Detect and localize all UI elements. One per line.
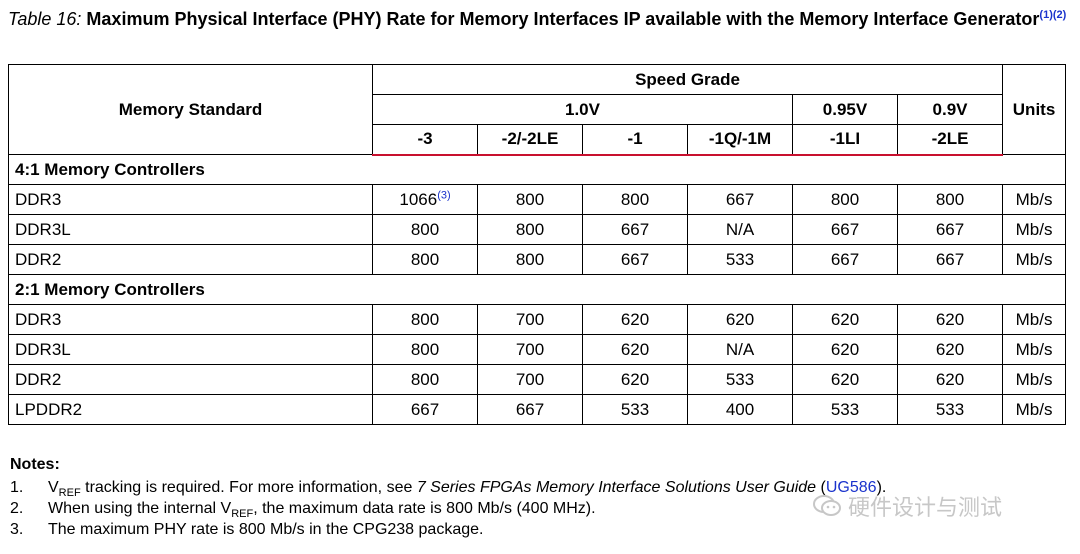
- cell-unit: Mb/s: [1002, 244, 1067, 275]
- cell-standard: DDR3L: [8, 334, 373, 365]
- cell-value: 667: [582, 244, 688, 275]
- cell-value: 533: [687, 364, 793, 395]
- cell-value: 620: [896, 364, 1004, 395]
- cell-value: 620: [792, 334, 898, 365]
- cell-value: 667: [687, 184, 793, 215]
- note-1: 1. VREF tracking is required. For more i…: [10, 479, 887, 500]
- header-voltage-1-0: 1.0V: [372, 94, 793, 125]
- table-row: DDR2 800 700 620 533 620 620 Mb/s: [8, 364, 1067, 395]
- header-grade: -2LE: [896, 124, 1004, 156]
- cell-standard: DDR3: [8, 184, 373, 215]
- header-grade: -1LI: [792, 124, 898, 156]
- cell-unit: Mb/s: [1002, 214, 1067, 245]
- cell-value: N/A: [687, 214, 793, 245]
- header-grade: -1: [582, 124, 688, 156]
- cell-value: 620: [582, 304, 688, 335]
- header-speed-grade: Speed Grade: [371, 64, 1004, 95]
- cell-unit: Mb/s: [1002, 364, 1067, 395]
- header-grade: -1Q/-1M: [687, 124, 793, 156]
- cell-standard: DDR3: [8, 304, 373, 335]
- cell-value: 620: [792, 304, 898, 335]
- cell-value: 800: [896, 184, 1004, 215]
- watermark-text: 硬件设计与测试: [848, 495, 1003, 520]
- cell-unit: Mb/s: [1002, 394, 1067, 425]
- table-title-text: Maximum Physical Interface (PHY) Rate fo…: [86, 9, 1040, 29]
- header-grade: -3: [372, 124, 478, 156]
- cell-unit: Mb/s: [1002, 184, 1067, 215]
- table-row: DDR3L 800 700 620 N/A 620 620 Mb/s: [8, 334, 1067, 365]
- cell-value: 800: [477, 214, 583, 245]
- table-number: Table 16:: [8, 9, 82, 29]
- cell-value: 620: [687, 304, 793, 335]
- cell-standard: DDR3L: [8, 214, 373, 245]
- cell-value: 667: [372, 394, 478, 425]
- cell-value: 533: [687, 244, 793, 275]
- notes: Notes: 1. VREF tracking is required. For…: [10, 454, 1070, 540]
- notes-heading: Notes:: [10, 456, 60, 473]
- header-memory-standard: Memory Standard: [8, 64, 373, 155]
- cell-value: 533: [896, 394, 1004, 425]
- cell-value: 800: [582, 184, 688, 215]
- cell-unit: Mb/s: [1002, 334, 1067, 365]
- wechat-icon: [812, 493, 842, 519]
- cell-value: 400: [687, 394, 793, 425]
- section-title: 4:1 Memory Controllers: [7, 154, 1067, 185]
- cell-value: 800: [792, 184, 898, 215]
- cell-value: 620: [582, 334, 688, 365]
- header-voltage-0-9: 0.9V: [896, 94, 1004, 125]
- cell-value: 800: [477, 244, 583, 275]
- cell-value: 667: [792, 244, 898, 275]
- table-row: DDR3 800 700 620 620 620 620 Mb/s: [8, 304, 1067, 335]
- cell-value: 800: [372, 244, 478, 275]
- note-2: 2. When using the internal VREF, the max…: [10, 500, 596, 521]
- cell-value: 620: [896, 304, 1004, 335]
- cell-value: 800: [477, 184, 583, 215]
- cell-standard: DDR2: [8, 364, 373, 395]
- cell-value: 533: [792, 394, 898, 425]
- section-title: 2:1 Memory Controllers: [7, 274, 1067, 305]
- phy-rate-table: Memory Standard Speed Grade Units 1.0V 0…: [7, 64, 1067, 425]
- cell-value: 800: [372, 364, 478, 395]
- footnote-ref[interactable]: (3): [437, 188, 451, 201]
- ug586-link[interactable]: UG586: [825, 479, 877, 496]
- table-row: LPDDR2 667 667 533 400 533 533 Mb/s: [8, 394, 1067, 425]
- cell-value: 800: [372, 214, 478, 245]
- watermark: 硬件设计与测试: [812, 490, 1002, 522]
- note-3: 3. The maximum PHY rate is 800 Mb/s in t…: [10, 521, 484, 538]
- cell-value: 667: [896, 244, 1004, 275]
- guide-title: 7 Series FPGAs Memory Interface Solution…: [416, 479, 817, 496]
- cell-value: 667: [582, 214, 688, 245]
- table-row: DDR2 800 800 667 533 667 667 Mb/s: [8, 244, 1067, 275]
- cell-value: 667: [477, 394, 583, 425]
- table-title: Table 16: Maximum Physical Interface (PH…: [8, 6, 1068, 33]
- cell-value: 667: [896, 214, 1004, 245]
- table-row: DDR3L 800 800 667 N/A 667 667 Mb/s: [8, 214, 1067, 245]
- cell-standard: LPDDR2: [8, 394, 373, 425]
- cell-value: 700: [477, 304, 583, 335]
- cell-value: N/A: [687, 334, 793, 365]
- title-footnote-refs[interactable]: (1)(2): [1039, 9, 1067, 21]
- cell-value: 667: [792, 214, 898, 245]
- cell-value: 533: [582, 394, 688, 425]
- header-voltage-0-95: 0.95V: [792, 94, 898, 125]
- cell-value: 620: [792, 364, 898, 395]
- cell-unit: Mb/s: [1002, 304, 1067, 335]
- table-row: DDR3 1066(3) 800 800 667 800 800 Mb/s: [8, 184, 1067, 215]
- cell-value: 620: [582, 364, 688, 395]
- cell-value: 700: [477, 364, 583, 395]
- cell-value: 800: [372, 334, 478, 365]
- cell-value: 1066(3): [372, 184, 478, 215]
- cell-value: 700: [477, 334, 583, 365]
- cell-value: 800: [372, 304, 478, 335]
- cell-standard: DDR2: [8, 244, 373, 275]
- cell-value: 620: [896, 334, 1004, 365]
- header-grade: -2/-2LE: [477, 124, 583, 156]
- header-units: Units: [1002, 64, 1067, 155]
